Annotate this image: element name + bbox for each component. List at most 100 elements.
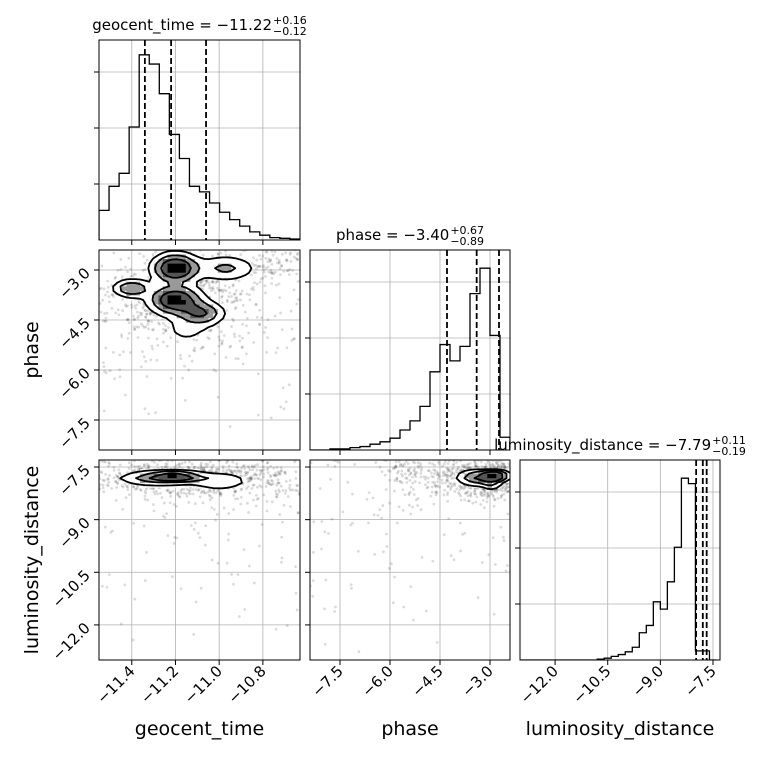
scatter-point [283,470,287,474]
scatter-point [269,270,273,274]
scatter-point [161,327,165,331]
scatter-point [239,502,243,506]
scatter-point [446,467,450,471]
scatter-point [99,310,103,314]
scatter-point [474,464,478,468]
scatter-point [475,464,479,468]
scatter-point [507,490,510,493]
density-cell [236,268,242,274]
scatter-point [230,301,234,304]
scatter-point [161,321,165,325]
density-cell [222,272,228,278]
scatter-point [295,258,299,261]
scatter-point [349,583,353,587]
scatter-point [280,252,284,256]
scatter-point [430,485,434,489]
scatter-point [192,348,196,352]
scatter-point [221,339,225,343]
scatter-point [176,450,179,453]
scatter-point [254,263,258,267]
scatter-point [499,525,503,529]
scatter-point [287,486,291,490]
scatter-point [232,332,236,336]
scatter-point [262,493,266,497]
scatter-point [499,463,503,467]
scatter-point [99,477,102,481]
scatter-point [496,497,500,500]
scatter-point [209,460,212,464]
scatter-point [510,473,513,476]
scatter-point [147,464,151,468]
y-tick-label: −3.0 [55,264,93,302]
density-cell [185,313,191,319]
scatter-point [504,487,507,491]
scatter-point [171,489,175,493]
scatter-point [275,483,279,487]
scatter-point [227,285,231,289]
scatter-point [459,494,463,498]
scatter-point [153,460,156,464]
scatter-point [289,251,292,255]
scatter-point [191,492,195,496]
scatter-point [132,485,136,489]
density-cell [167,300,173,305]
panel-frame [309,459,511,661]
scatter-point [233,489,237,493]
scatter-point [445,478,449,482]
scatter-point [455,487,459,491]
scatter-point [292,288,296,292]
scatter-point [441,471,445,475]
scatter-point [274,270,277,274]
scatter-point [461,468,464,472]
scatter-point [483,465,487,469]
scatter-point [466,462,470,466]
scatter-point [140,311,144,315]
scatter-point [277,260,281,264]
density-cell [185,304,191,310]
panel-frame [98,459,301,661]
scatter-point [277,471,281,475]
density-cell [185,478,191,484]
scatter-point [208,286,211,290]
scatter-point [486,492,489,495]
scatter-point [230,325,233,328]
scatter-point [278,513,282,516]
scatter-point [386,469,390,472]
scatter-point [393,489,396,493]
scatter-point [163,516,167,519]
y-axis-label-luminosity_distance: luminosity_distance [21,466,43,655]
density-cell [199,318,205,324]
density-cell [460,473,465,479]
scatter-point [175,492,179,496]
scatter-point [413,472,417,476]
density-cell [213,272,219,278]
scatter-point [459,485,462,489]
scatter-point [504,485,508,488]
scatter-point [1,466,4,469]
scatter-point [91,281,94,284]
scatter-point [278,244,281,247]
scatter-point [297,492,300,496]
density-cell [487,478,493,484]
scatter-point [202,468,206,471]
contour-line-3 [473,470,504,483]
scatter-point [502,535,505,539]
scatter-point [247,331,251,335]
scatter-point [234,306,238,309]
density-cell [231,268,237,274]
scatter-point [296,484,300,488]
scatter-point [243,608,247,611]
scatter-point [435,470,439,474]
density-cell [231,478,237,484]
scatter-point [255,258,259,262]
density-cell [190,272,196,278]
density-cell [117,286,123,292]
scatter-point [485,464,488,468]
scatter-point [228,345,232,349]
scatter-point [394,465,398,469]
scatter-point [151,347,155,351]
scatter-point [117,468,121,472]
scatter-point [488,457,491,460]
scatter-point [216,286,219,290]
scatter-point [179,489,183,492]
